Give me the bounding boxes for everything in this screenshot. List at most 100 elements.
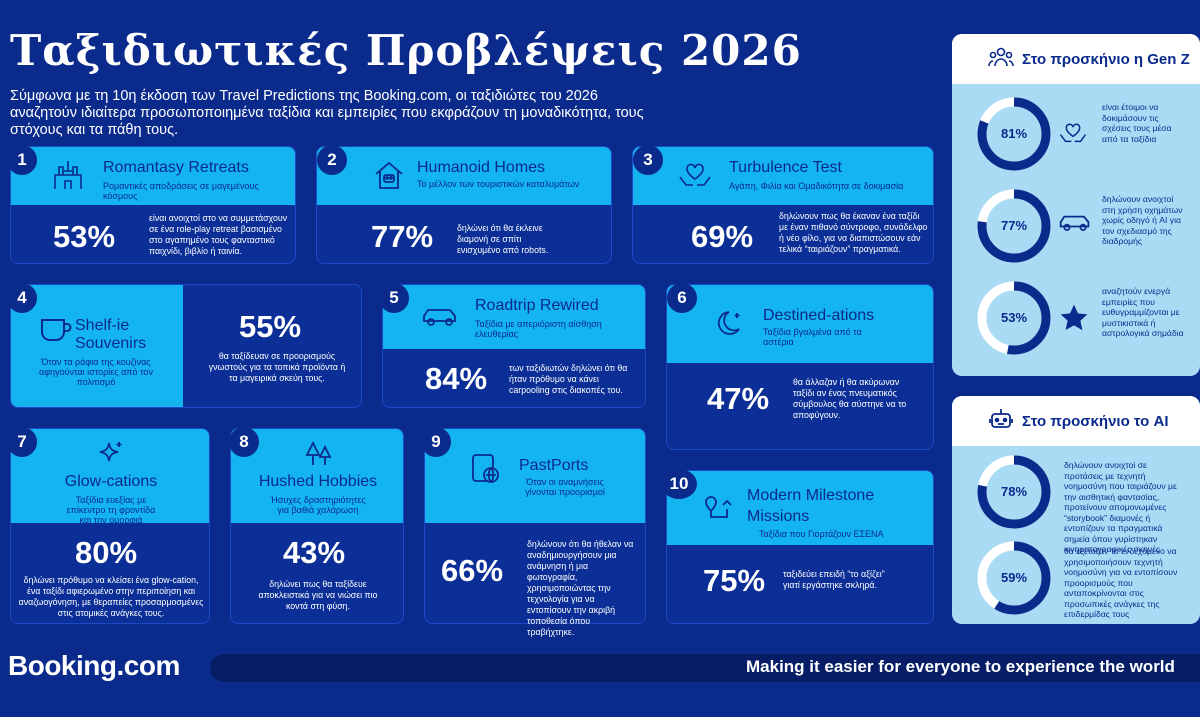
trend-subtitle: Ταξίδια που Γιορτάζουν ΕΣΕΝΑ xyxy=(759,529,884,539)
trend-card-3: Turbulence Test Αγάπη, Φιλία και Ομαδικό… xyxy=(632,145,934,264)
genz-stat xyxy=(976,96,1052,177)
trend-title: Turbulence Test xyxy=(729,159,842,176)
trend-number: 9 xyxy=(421,427,451,457)
ai-stat xyxy=(976,454,1052,535)
trend-subtitle: Όταν τα ράφια της κουζίνας αφηγούνται ισ… xyxy=(39,357,153,387)
trend-percentage: 69% xyxy=(691,219,754,254)
car-icon xyxy=(1058,210,1092,234)
trend-card-4: Shelf-ie Souvenirs Όταν τα ράφια της κου… xyxy=(7,283,362,408)
robot-home-icon xyxy=(373,159,405,191)
trend-subtitle: Ήσυχες δραστηριότητες για βαθιά χαλάρωση xyxy=(270,495,366,515)
trend-card-2: Humanoid Homes Το μέλλον των τουριστικών… xyxy=(316,145,612,264)
ring-gauge xyxy=(977,541,1051,615)
heart-hands-icon xyxy=(677,157,713,193)
trend-percentage: 84% xyxy=(425,361,488,396)
trend-number: 4 xyxy=(7,283,37,313)
trend-number: 1 xyxy=(7,145,37,175)
trend-number: 5 xyxy=(379,283,409,313)
trend-card-1: Romantasy Retreats Ρομαντικές αποδράσεις… xyxy=(7,145,296,264)
intro-text: Σύμφωνα με τη 10η έκδοση των Travel Pred… xyxy=(10,88,644,138)
sparkle-icon xyxy=(95,439,125,469)
trend-number: 3 xyxy=(633,145,663,175)
trend-title: Modern Milestone Missions xyxy=(747,487,875,525)
trend-title: Romantasy Retreats xyxy=(103,159,249,176)
trend-percentage: 53% xyxy=(53,219,116,254)
genz-panel: Στο προσκήνιο η Gen Z 81% είναι έτοιμοι ν… xyxy=(952,34,1200,376)
stat-description: θα εξέταζαν το ενδεχόμενο να χρησιμοποιή… xyxy=(1064,546,1178,619)
trend-card-5: Roadtrip Rewired Ταξίδια με απεριόριστη … xyxy=(379,283,646,408)
passport-icon xyxy=(469,451,503,485)
trend-subtitle: Το μέλλον των τουριστικών καταλυμάτων xyxy=(417,179,580,189)
castle-icon xyxy=(51,157,85,191)
ring-gauge xyxy=(977,455,1051,529)
trend-subtitle: Ρομαντικές αποδράσεις σε μαγεμένους κόσμ… xyxy=(103,181,259,201)
heart-hands-icon xyxy=(1058,118,1088,148)
ring-gauge xyxy=(977,281,1051,355)
trend-percentage: 43% xyxy=(283,535,346,570)
trend-card-8: Hushed Hobbies Ήσυχες δραστηριότητες για… xyxy=(229,427,404,624)
ring-percentage: 59% xyxy=(1000,570,1028,585)
genz-heading: Στο προσκήνιο η Gen Z xyxy=(952,34,1200,84)
trend-percentage: 66% xyxy=(441,553,504,588)
mug-icon xyxy=(39,315,73,345)
trend-title: Hushed Hobbies xyxy=(258,473,378,490)
trees-icon xyxy=(303,439,335,469)
trend-title: Destined-ations xyxy=(763,307,875,324)
trend-subtitle: Όταν οι αναμνήσεις γίνονται προορισμοί xyxy=(525,477,605,497)
ring-percentage: 77% xyxy=(1000,218,1028,233)
stat-description: δηλώνουν ανοιχτοί στη χρήση οχημάτων χωρ… xyxy=(1102,194,1183,246)
trend-percentage: 80% xyxy=(75,535,138,570)
trend-number: 6 xyxy=(667,283,697,313)
trend-number: 8 xyxy=(229,427,259,457)
trend-percentage: 47% xyxy=(707,381,770,416)
trend-number: 10 xyxy=(661,469,697,499)
ring-percentage: 53% xyxy=(1000,310,1028,325)
trend-card-9: PastPorts Όταν οι αναμνήσεις γίνονται πρ… xyxy=(421,427,646,637)
trend-subtitle: Ταξίδια ευεξίας με επίκεντρο τη φροντίδα… xyxy=(66,495,156,525)
trend-description: δηλώνει πως θα ταξίδευε αποκλειστικά για… xyxy=(258,579,378,611)
footer-bar xyxy=(210,654,1200,682)
ring-percentage: 81% xyxy=(1000,126,1028,141)
trend-card-6: Destined-ations Ταξίδια βγαλμένα από τα … xyxy=(666,283,934,450)
trend-description: δηλώνει πρόθυμο να κλείσει ένα glow-cati… xyxy=(18,575,204,618)
trend-percentage: 75% xyxy=(703,563,766,598)
stat-description: αναζητούν ενεργά εμπειρίες που ευθυγραμμ… xyxy=(1102,286,1184,338)
ai-stat xyxy=(976,540,1052,621)
trend-description: δηλώνουν πως θα έκαναν ένα ταξίδι με ένα… xyxy=(779,211,928,254)
trend-card-7: Glow-cations Ταξίδια ευεξίας με επίκεντρ… xyxy=(7,427,210,624)
trend-number: 2 xyxy=(317,145,347,175)
route-icon xyxy=(703,493,737,527)
genz-heading-text: Στο προσκήνιο η Gen Z xyxy=(1022,50,1190,68)
trend-description: είναι ανοιχτοί στο να συμμετάσχουν σε έν… xyxy=(149,213,288,256)
ai-heading: Στο προσκήνιο το AI xyxy=(952,396,1200,446)
stat-description: δηλώνουν ανοιχτοί σε προτάσεις με τεχνητ… xyxy=(1064,460,1177,554)
page-title: Ταξιδιωτικές Προβλέψεις 2026 xyxy=(10,26,802,75)
trend-title: Glow-cations xyxy=(64,473,158,490)
trend-description: δηλώνει ότι θα έκλεινε διαμονή σε σπίτι … xyxy=(457,223,549,255)
ring-gauge xyxy=(977,189,1051,263)
trend-description: των ταξιδιωτών δηλώνει ότι θα ήταν πρόθυ… xyxy=(509,363,628,395)
trend-percentage: 55% xyxy=(239,309,302,344)
robot-icon xyxy=(988,406,1014,436)
trend-card-10: Modern Milestone Missions Ταξίδια που Γι… xyxy=(661,469,934,624)
trend-title: PastPorts xyxy=(519,457,589,474)
trend-number: 7 xyxy=(7,427,37,457)
genz-stat xyxy=(976,188,1052,269)
moon-icon xyxy=(715,307,747,339)
ai-heading-text: Στο προσκήνιο το AI xyxy=(1022,412,1169,430)
trend-title: Roadtrip Rewired xyxy=(475,297,599,314)
trend-description: δηλώνουν ότι θα ήθελαν να αναδημιουργήσο… xyxy=(527,539,634,637)
people-icon xyxy=(988,46,1014,72)
footer-tagline: Making it easier for everyone to experie… xyxy=(746,657,1175,676)
stat-description: είναι έτοιμοι να δοκιμάσουν τις σχέσεις … xyxy=(1102,102,1172,144)
trend-subtitle: Ταξίδια βγαλμένα από τα αστέρια xyxy=(763,327,862,347)
trend-title: Shelf-ie Souvenirs xyxy=(75,317,147,352)
ring-gauge xyxy=(977,97,1051,171)
car-icon xyxy=(421,303,459,329)
genz-stat xyxy=(976,280,1052,361)
ring-percentage: 78% xyxy=(1000,484,1028,499)
trend-description: ταξιδεύει επειδή “το αξίζει” γιατί εργάσ… xyxy=(783,569,885,590)
star-icon xyxy=(1058,302,1090,334)
trend-subtitle: Αγάπη, Φιλία και Ομαδικότητα σε δοκιμασί… xyxy=(729,181,904,191)
trend-title: Humanoid Homes xyxy=(417,159,546,176)
